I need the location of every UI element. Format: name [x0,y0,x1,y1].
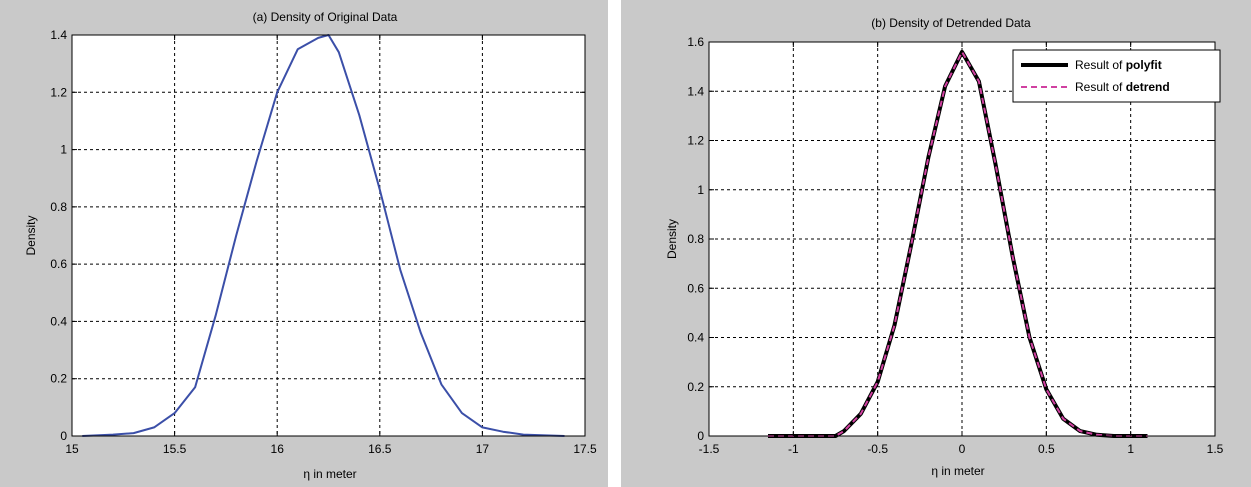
chart-panel-density-original: 15 15.5 16 16.5 17 17.5 0 0.2 0.4 0.6 0.8 1 1.2 1.4 (a… [0,0,608,487]
y-tick-label: 1 [60,143,67,157]
density-original-chart: 15 15.5 16 16.5 17 17.5 0 0.2 0.4 0.6 0.8 1 1.2 1.4 (a… [24,10,597,481]
grid [72,35,585,436]
x-tick-label: 15 [65,442,79,456]
y-tick-label: 0.4 [50,314,67,328]
y-tick-label: 0.2 [687,380,704,394]
plot-area [72,35,585,436]
x-tick-label: -1 [788,442,799,456]
y-tick-label: 1.4 [50,28,67,42]
y-tick-label: 1.2 [50,85,67,99]
chart-panel-density-detrended: -1.5 -1 -0.5 0 0.5 1 1.5 0 0.2 0.4 0.6 0.8 1 1.2 1.4 1.… [621,0,1251,487]
y-tick-label: 0 [697,429,704,443]
x-tick-label: 17 [476,442,490,456]
y-tick-label: 0.2 [50,372,67,386]
y-tick-label: 0.6 [687,281,704,295]
x-tick-label: -0.5 [867,442,888,456]
legend: Result of polyfit Result of detrend [1012,49,1221,103]
legend-label-2: Result of detrend [1075,80,1170,94]
x-tick-label: 15.5 [163,442,187,456]
y-axis-label: Density [665,219,679,259]
y-tick-label: 0.8 [687,232,704,246]
x-axis-label: η in meter [303,467,356,481]
x-tick-label: 0.5 [1038,442,1055,456]
y-tick-label: 1.2 [687,134,704,148]
legend-label-1: Result of polyfit [1075,58,1162,72]
x-tick-label: 17.5 [573,442,597,456]
y-tick-label: 0.8 [50,200,67,214]
axes-frame [71,34,586,437]
x-axis-label: η in meter [931,464,984,478]
y-tick-label: 0.6 [50,257,67,271]
series-line-2 [768,50,1148,437]
x-tick-label: 1.5 [1207,442,1224,456]
x-tick-label: 16 [271,442,285,456]
y-tick-label: 1 [697,183,704,197]
y-axis-label: Density [24,215,38,255]
legend-box [1012,49,1221,103]
chart-title: (b) Density of Detrended Data [871,16,1031,30]
x-tick-label: 16.5 [368,442,392,456]
y-tick-label: 1.6 [687,35,704,49]
density-detrended-chart: -1.5 -1 -0.5 0 0.5 1 1.5 0 0.2 0.4 0.6 0.8 1 1.2 1.4 1.… [665,16,1224,478]
series-line-1 [82,34,565,437]
y-tick-label: 1.4 [687,84,704,98]
x-tick-label: -1.5 [699,442,720,456]
chart-title: (a) Density of Original Data [253,10,398,24]
y-tick-label: 0 [60,429,67,443]
x-tick-label: 0 [959,442,966,456]
y-tick-label: 0.4 [687,331,704,345]
x-tick-label: 1 [1127,442,1134,456]
